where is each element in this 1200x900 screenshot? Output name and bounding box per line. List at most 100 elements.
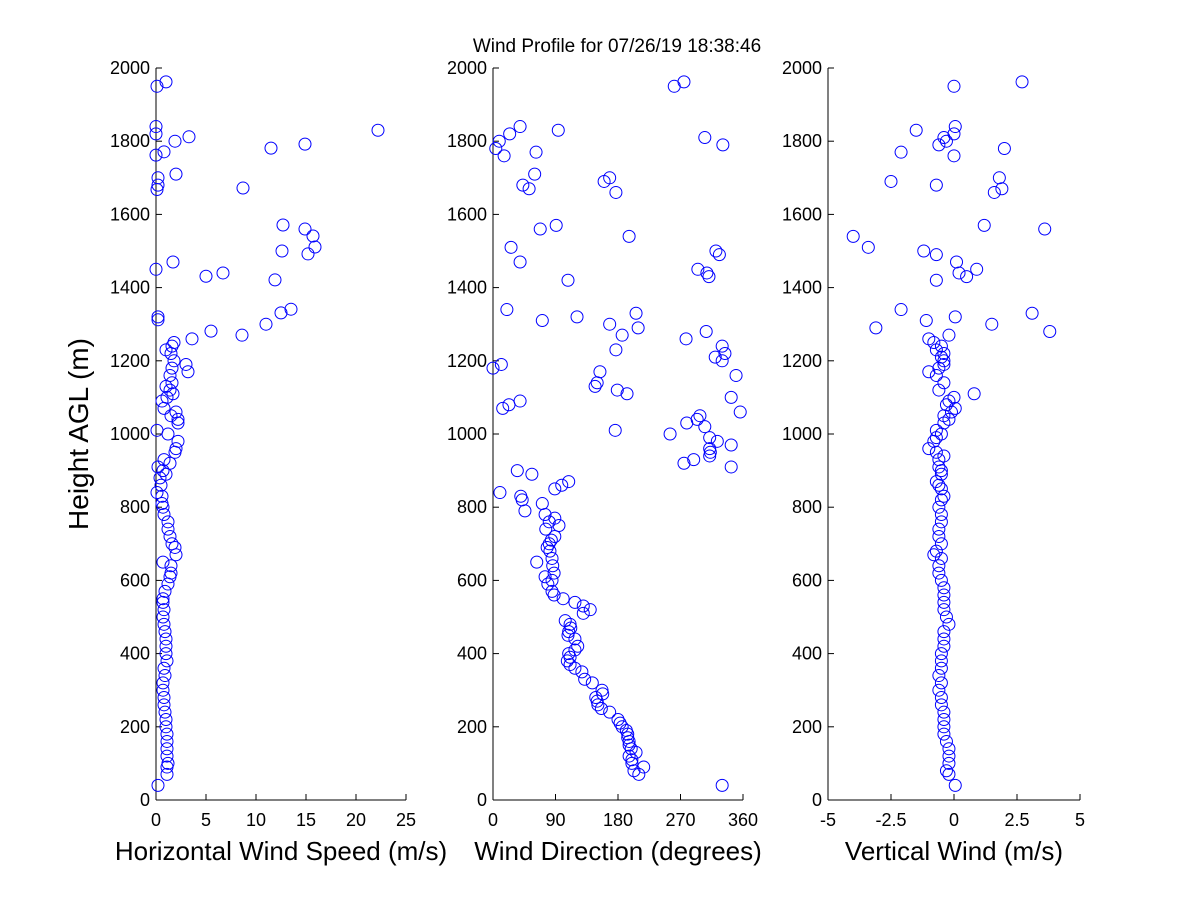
data-point (712, 248, 726, 262)
data-point (492, 134, 506, 148)
data-point (680, 416, 694, 430)
data-point (284, 302, 298, 316)
data-point (157, 661, 171, 675)
data-point (155, 394, 169, 408)
data-point (561, 273, 575, 287)
data-point (543, 544, 557, 558)
data-point (929, 431, 943, 445)
data-point (932, 522, 946, 536)
data-point (171, 416, 185, 430)
data-point (486, 361, 500, 375)
y-tick-label: 1200 (782, 351, 822, 371)
data-point (185, 332, 199, 346)
data-point (939, 734, 953, 748)
data-point (929, 178, 943, 192)
data-point (724, 438, 738, 452)
data-point (568, 595, 582, 609)
data-point (679, 332, 693, 346)
x-tick-label: 0 (488, 810, 498, 830)
data-point (169, 167, 183, 181)
x-axis-label: Wind Direction (degrees) (474, 836, 762, 866)
data-point (163, 570, 177, 584)
data-point (275, 244, 289, 258)
y-tick-label: 600 (792, 570, 822, 590)
data-point (165, 361, 179, 375)
data-point (535, 497, 549, 511)
data-point (568, 661, 582, 675)
data-point (171, 412, 185, 426)
data-point (516, 178, 530, 192)
data-point (157, 691, 171, 705)
data-point (167, 354, 181, 368)
data-point (168, 540, 182, 554)
x-tick-label: 2.5 (1004, 810, 1029, 830)
data-point (631, 321, 645, 335)
data-point (932, 383, 946, 397)
data-point (627, 764, 641, 778)
data-point (932, 138, 946, 152)
data-point (568, 632, 582, 646)
data-point (583, 603, 597, 617)
data-point (156, 464, 170, 478)
data-point (590, 376, 604, 390)
data-point (259, 317, 273, 331)
panel-2: 0 200 400 600 800 1000 1200 1400 1600 1800 2000 0 90… (447, 58, 762, 866)
x-tick-label: 10 (246, 810, 266, 830)
data-point (603, 705, 617, 719)
y-tick-label: 400 (792, 644, 822, 664)
data-point (622, 749, 636, 763)
data-point (562, 475, 576, 489)
data-point (161, 427, 175, 441)
data-point (934, 508, 948, 522)
data-point (276, 218, 290, 232)
data-point (268, 273, 282, 287)
data-point (677, 75, 691, 89)
data-point (929, 248, 943, 262)
y-tick-label: 1400 (110, 278, 150, 298)
data-point (149, 148, 163, 162)
data-point (733, 405, 747, 419)
data-point (563, 658, 577, 672)
data-point (987, 185, 1001, 199)
data-point (151, 310, 165, 324)
y-tick-label: 1600 (447, 204, 487, 224)
y-tick-label: 600 (457, 570, 487, 590)
y-tick-label: 1000 (782, 424, 822, 444)
data-point (150, 423, 164, 437)
data-point (542, 537, 556, 551)
data-point (163, 383, 177, 397)
data-point (944, 405, 958, 419)
data-point (160, 654, 174, 668)
data-point (510, 464, 524, 478)
data-point (216, 266, 230, 280)
chart-title: Wind Profile for 07/26/19 18:38:46 (473, 36, 761, 57)
data-point (629, 306, 643, 320)
data-point (157, 603, 171, 617)
y-tick-label: 800 (120, 497, 150, 517)
data-point (548, 482, 562, 496)
data-point (163, 368, 177, 382)
data-point (158, 584, 172, 598)
data-point (846, 229, 860, 243)
x-tick-label: 0 (151, 810, 161, 830)
data-point (549, 218, 563, 232)
data-point (538, 508, 552, 522)
y-tick-label: 0 (812, 790, 822, 810)
data-point (155, 489, 169, 503)
data-point (169, 548, 183, 562)
data-point (158, 625, 172, 639)
data-point (159, 75, 173, 89)
data-point (153, 471, 167, 485)
data-point (710, 434, 724, 448)
data-point (929, 343, 943, 357)
data-point (937, 705, 951, 719)
data-point (611, 712, 625, 726)
y-tick-label: 800 (457, 497, 487, 517)
data-point (163, 529, 177, 543)
data-point (489, 142, 503, 156)
y-tick-label: 200 (792, 717, 822, 737)
data-point (942, 328, 956, 342)
data-point (160, 767, 174, 781)
data-point (156, 592, 170, 606)
data-point (182, 130, 196, 144)
